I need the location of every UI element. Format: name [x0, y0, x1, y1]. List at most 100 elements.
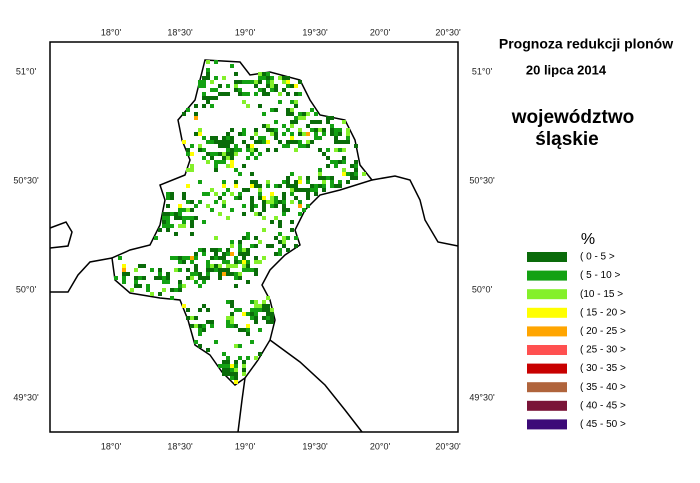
crop-cell: [146, 284, 150, 288]
crop-cell: [162, 220, 166, 224]
crop-cell: [214, 164, 218, 168]
crop-cell: [310, 120, 314, 124]
crop-cell: [246, 332, 250, 336]
crop-cell: [286, 140, 290, 144]
crop-cell: [294, 148, 298, 152]
crop-cell: [234, 168, 238, 172]
crop-cell: [270, 320, 274, 324]
crop-cell: [266, 128, 270, 132]
crop-cell: [266, 84, 270, 88]
crop-cell: [170, 256, 174, 260]
crop-cell: [258, 76, 262, 80]
crop-cell: [226, 372, 230, 376]
crop-cell: [234, 152, 238, 156]
crop-cell: [202, 104, 206, 108]
crop-cell: [326, 120, 330, 124]
crop-cell: [298, 116, 302, 120]
crop-cell: [242, 248, 246, 252]
crop-cell: [326, 156, 330, 160]
crop-cell: [206, 76, 210, 80]
crop-cell: [166, 192, 170, 196]
crop-cell: [226, 272, 230, 276]
legend-label: ( 15 - 20 >: [580, 307, 626, 318]
legend-label: ( 25 - 30 >: [580, 345, 626, 356]
crop-cell: [298, 204, 302, 208]
crop-cell: [266, 148, 270, 152]
crop-cell: [318, 128, 322, 132]
crop-cell: [262, 200, 266, 204]
crop-cell: [186, 148, 190, 152]
crop-cell: [334, 160, 338, 164]
crop-cell: [226, 320, 230, 324]
crop-cell: [346, 128, 350, 132]
crop-cell: [162, 280, 166, 284]
crop-cell: [258, 308, 262, 312]
crop-cell: [338, 160, 342, 164]
crop-cell: [274, 84, 278, 88]
crop-cell: [294, 236, 298, 240]
crop-cell: [230, 152, 234, 156]
crop-cell: [230, 316, 234, 320]
crop-cell: [238, 356, 242, 360]
crop-cell: [274, 108, 278, 112]
crop-cell: [170, 288, 174, 292]
crop-cell: [246, 188, 250, 192]
crop-cell: [238, 276, 242, 280]
legend-swatch: [527, 252, 567, 262]
crop-cell: [178, 284, 182, 288]
crop-cell: [210, 256, 214, 260]
crop-cell: [270, 80, 274, 84]
legend-label: ( 45 - 50 >: [580, 419, 626, 430]
crop-cell: [214, 168, 218, 172]
crop-cell: [162, 276, 166, 280]
border-line: [50, 257, 113, 293]
crop-cell: [190, 164, 194, 168]
crop-cell: [246, 148, 250, 152]
crop-cell: [294, 120, 298, 124]
crop-cell: [214, 268, 218, 272]
crop-cell: [222, 180, 226, 184]
crop-cell: [278, 140, 282, 144]
crop-cell: [362, 172, 366, 176]
crop-cell: [234, 264, 238, 268]
crop-cell: [186, 308, 190, 312]
crop-cell: [274, 196, 278, 200]
crop-cell: [190, 260, 194, 264]
crop-cell: [238, 252, 242, 256]
crop-cell: [226, 364, 230, 368]
crop-cell: [242, 140, 246, 144]
crop-cell: [210, 324, 214, 328]
crop-cell: [310, 108, 314, 112]
crop-cell: [254, 236, 258, 240]
crop-cell: [218, 276, 222, 280]
crop-cell: [278, 252, 282, 256]
crop-cell: [222, 368, 226, 372]
crop-cell: [270, 132, 274, 136]
crop-cell: [262, 72, 266, 76]
crop-cell: [122, 268, 126, 272]
crop-cell: [238, 328, 242, 332]
crop-cell: [222, 260, 226, 264]
crop-cell: [198, 344, 202, 348]
crop-cell: [218, 160, 222, 164]
crop-cell: [222, 256, 226, 260]
crop-cell: [194, 132, 198, 136]
crop-cell: [258, 184, 262, 188]
crop-cell: [242, 328, 246, 332]
crop-cell: [254, 132, 258, 136]
crop-cell: [318, 184, 322, 188]
crop-cell: [214, 264, 218, 268]
crop-cell: [258, 304, 262, 308]
crop-cell: [190, 200, 194, 204]
crop-cell: [190, 276, 194, 280]
lon-label: 20°0': [370, 27, 391, 37]
crop-cell: [198, 284, 202, 288]
crop-cell: [238, 308, 242, 312]
crop-cell: [210, 320, 214, 324]
crop-cell: [198, 276, 202, 280]
crop-cell: [274, 120, 278, 124]
crop-cell: [214, 236, 218, 240]
crop-cell: [230, 368, 234, 372]
crop-cell: [178, 216, 182, 220]
crop-cell: [202, 304, 206, 308]
